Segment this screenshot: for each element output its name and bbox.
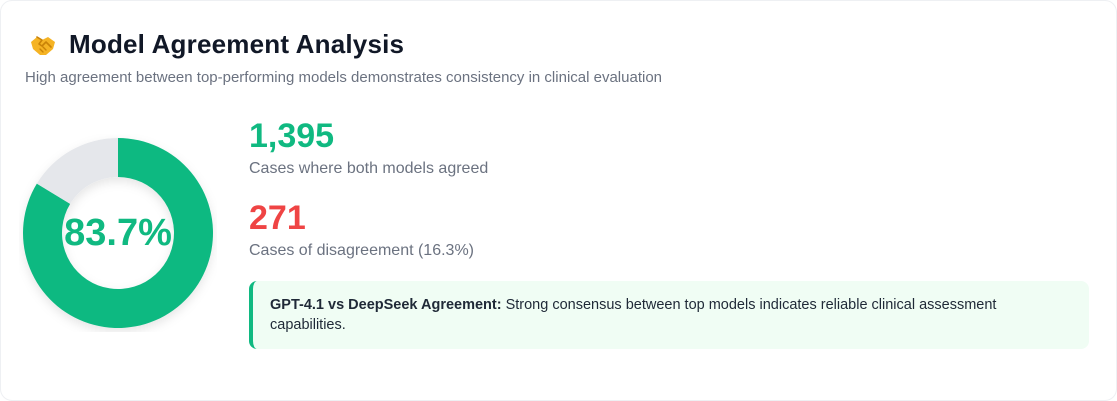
donut-svg	[22, 138, 213, 328]
disagreed-stat: 271 Cases of disagreement (16.3%)	[249, 198, 474, 260]
donut-center-label: 83.7%	[64, 211, 172, 254]
disagreed-count: 271	[249, 199, 306, 237]
agreed-count: 1,395	[249, 117, 335, 155]
agreement-note: GPT-4.1 vs DeepSeek Agreement: Strong co…	[249, 281, 1089, 349]
agreement-donut-chart: 83.7%	[19, 134, 217, 332]
agreed-label: Cases where both models agreed	[249, 160, 489, 177]
page-subtitle: High agreement between top-performing mo…	[25, 69, 663, 86]
page-title: Model Agreement Analysis	[69, 29, 405, 59]
header: Model Agreement Analysis	[29, 29, 404, 60]
donut-slice-agreed	[22, 138, 213, 328]
agreed-stat: 1,395 Cases where both models agreed	[249, 116, 488, 178]
note-title: GPT-4.1 vs DeepSeek Agreement:	[270, 297, 502, 313]
disagreed-label: Cases of disagreement (16.3%)	[249, 242, 474, 259]
handshake-icon	[29, 31, 57, 59]
note-text: Strong consensus between top models indi…	[270, 297, 997, 333]
donut-slice-disagreed	[36, 138, 118, 204]
